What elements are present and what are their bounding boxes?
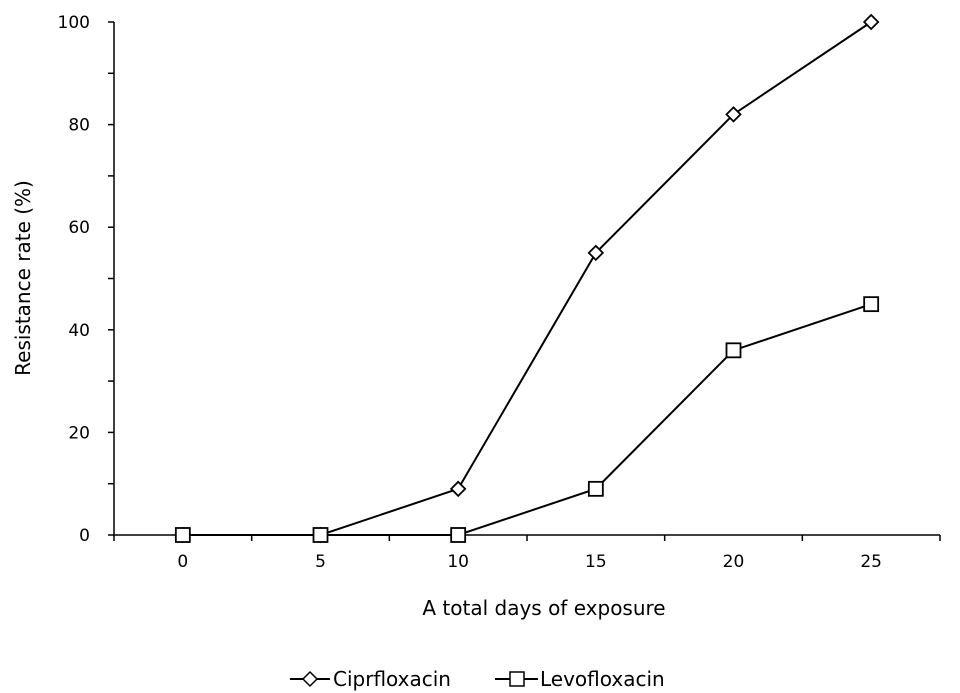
- x-tick-label: 5: [315, 552, 326, 572]
- x-axis-title: A total days of exposure: [422, 596, 665, 620]
- data-point-ciprfloxacin: [587, 244, 605, 262]
- data-point-ciprfloxacin: [725, 106, 742, 123]
- y-tick-label: 40: [68, 321, 90, 341]
- data-point-levofloxacin: [174, 527, 191, 543]
- data-point-levofloxacin: [312, 527, 329, 543]
- legend-item-levofloxacin: Levofloxacin: [495, 667, 665, 691]
- y-ticks: 0 20 40 60 80 100: [58, 13, 114, 546]
- series-layer: [174, 13, 880, 544]
- x-tick-label: 10: [447, 552, 469, 572]
- x-tick-label: 15: [585, 552, 607, 572]
- legend-marker-diamond-icon: [301, 670, 319, 688]
- x-tick-label: 20: [723, 552, 745, 572]
- x-tick-label: 25: [860, 552, 882, 572]
- data-point-levofloxacin: [587, 480, 604, 497]
- data-point-ciprfloxacin: [862, 13, 880, 31]
- data-point-ciprfloxacin: [449, 480, 467, 498]
- legend-label-ciprfloxacin: Ciprfloxacin: [333, 667, 451, 691]
- x-tick-label: 0: [177, 552, 188, 572]
- y-tick-label: 60: [68, 218, 90, 238]
- y-tick-label: 100: [58, 13, 90, 33]
- series-line-ciprfloxacin: [182, 21, 872, 536]
- y-tick-label: 0: [79, 526, 90, 546]
- x-ticks: 0 5 10 15 20 25: [113, 535, 941, 572]
- legend-label-levofloxacin: Levofloxacin: [540, 667, 665, 691]
- y-tick-label: 20: [68, 423, 90, 443]
- axes: [113, 22, 940, 536]
- series-line-levofloxacin: [182, 303, 872, 536]
- y-tick-label: 80: [68, 116, 90, 136]
- legend: Ciprfloxacin Levofloxacin: [290, 667, 665, 691]
- data-point-levofloxacin: [863, 296, 880, 313]
- legend-item-ciprfloxacin: Ciprfloxacin: [290, 667, 451, 691]
- legend-marker-square-icon: [509, 671, 525, 687]
- y-axis-title: Resistance rate (%): [11, 180, 35, 376]
- data-point-levofloxacin: [725, 342, 742, 359]
- data-point-levofloxacin: [450, 527, 467, 543]
